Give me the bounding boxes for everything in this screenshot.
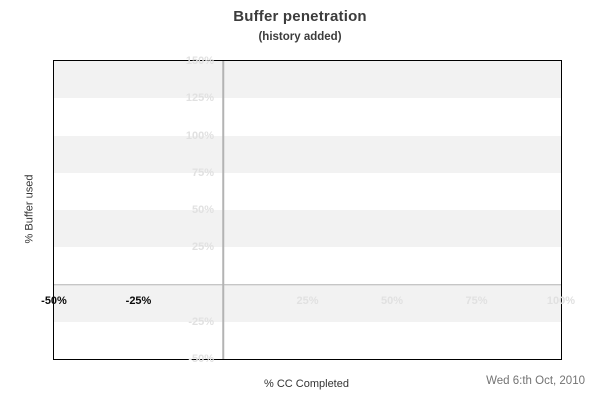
- chart-title: Buffer penetration: [233, 8, 367, 25]
- x-axis-title: % CC Completed: [264, 378, 349, 390]
- y-axis-title-text: % Buffer used: [23, 174, 35, 244]
- plot-band: [54, 61, 561, 99]
- y-tick-label: 125%: [185, 92, 215, 105]
- date-stamp: Wed 6:th Oct, 2010: [486, 375, 585, 387]
- plot-band: [54, 247, 561, 285]
- y-tick-label: 100%: [185, 129, 215, 142]
- y-tick-label: 25%: [191, 241, 215, 254]
- zero-x-gridline: [222, 61, 224, 359]
- plot-band: [54, 321, 561, 359]
- y-tick-label: 75%: [191, 166, 215, 179]
- x-tick-label: 75%: [465, 294, 488, 307]
- x-tick-label: 25%: [296, 294, 319, 307]
- plot-band: [54, 284, 561, 322]
- chart-subtitle: (history added): [258, 31, 342, 43]
- y-tick-label: 150%: [185, 55, 215, 67]
- zero-y-gridline: [54, 283, 561, 286]
- x-tick-label: -25%: [125, 294, 152, 307]
- y-tick-label: -25%: [188, 315, 215, 328]
- y-tick-label: 50%: [191, 204, 215, 216]
- y-axis-title: % Buffer used: [20, 60, 38, 358]
- x-tick-label: -50%: [41, 294, 67, 307]
- x-tick-label: 50%: [380, 294, 404, 307]
- y-tick-label: -50%: [188, 353, 215, 365]
- plot-band: [54, 98, 561, 136]
- plot-band: [54, 210, 561, 248]
- plot-band: [54, 172, 561, 210]
- plot-area: 150% 125% 100% 75% 50% 25% -25% -50% -50% -25% 25%…: [41, 55, 575, 365]
- plot-band: [54, 135, 561, 173]
- x-tick-label: 100%: [546, 294, 576, 307]
